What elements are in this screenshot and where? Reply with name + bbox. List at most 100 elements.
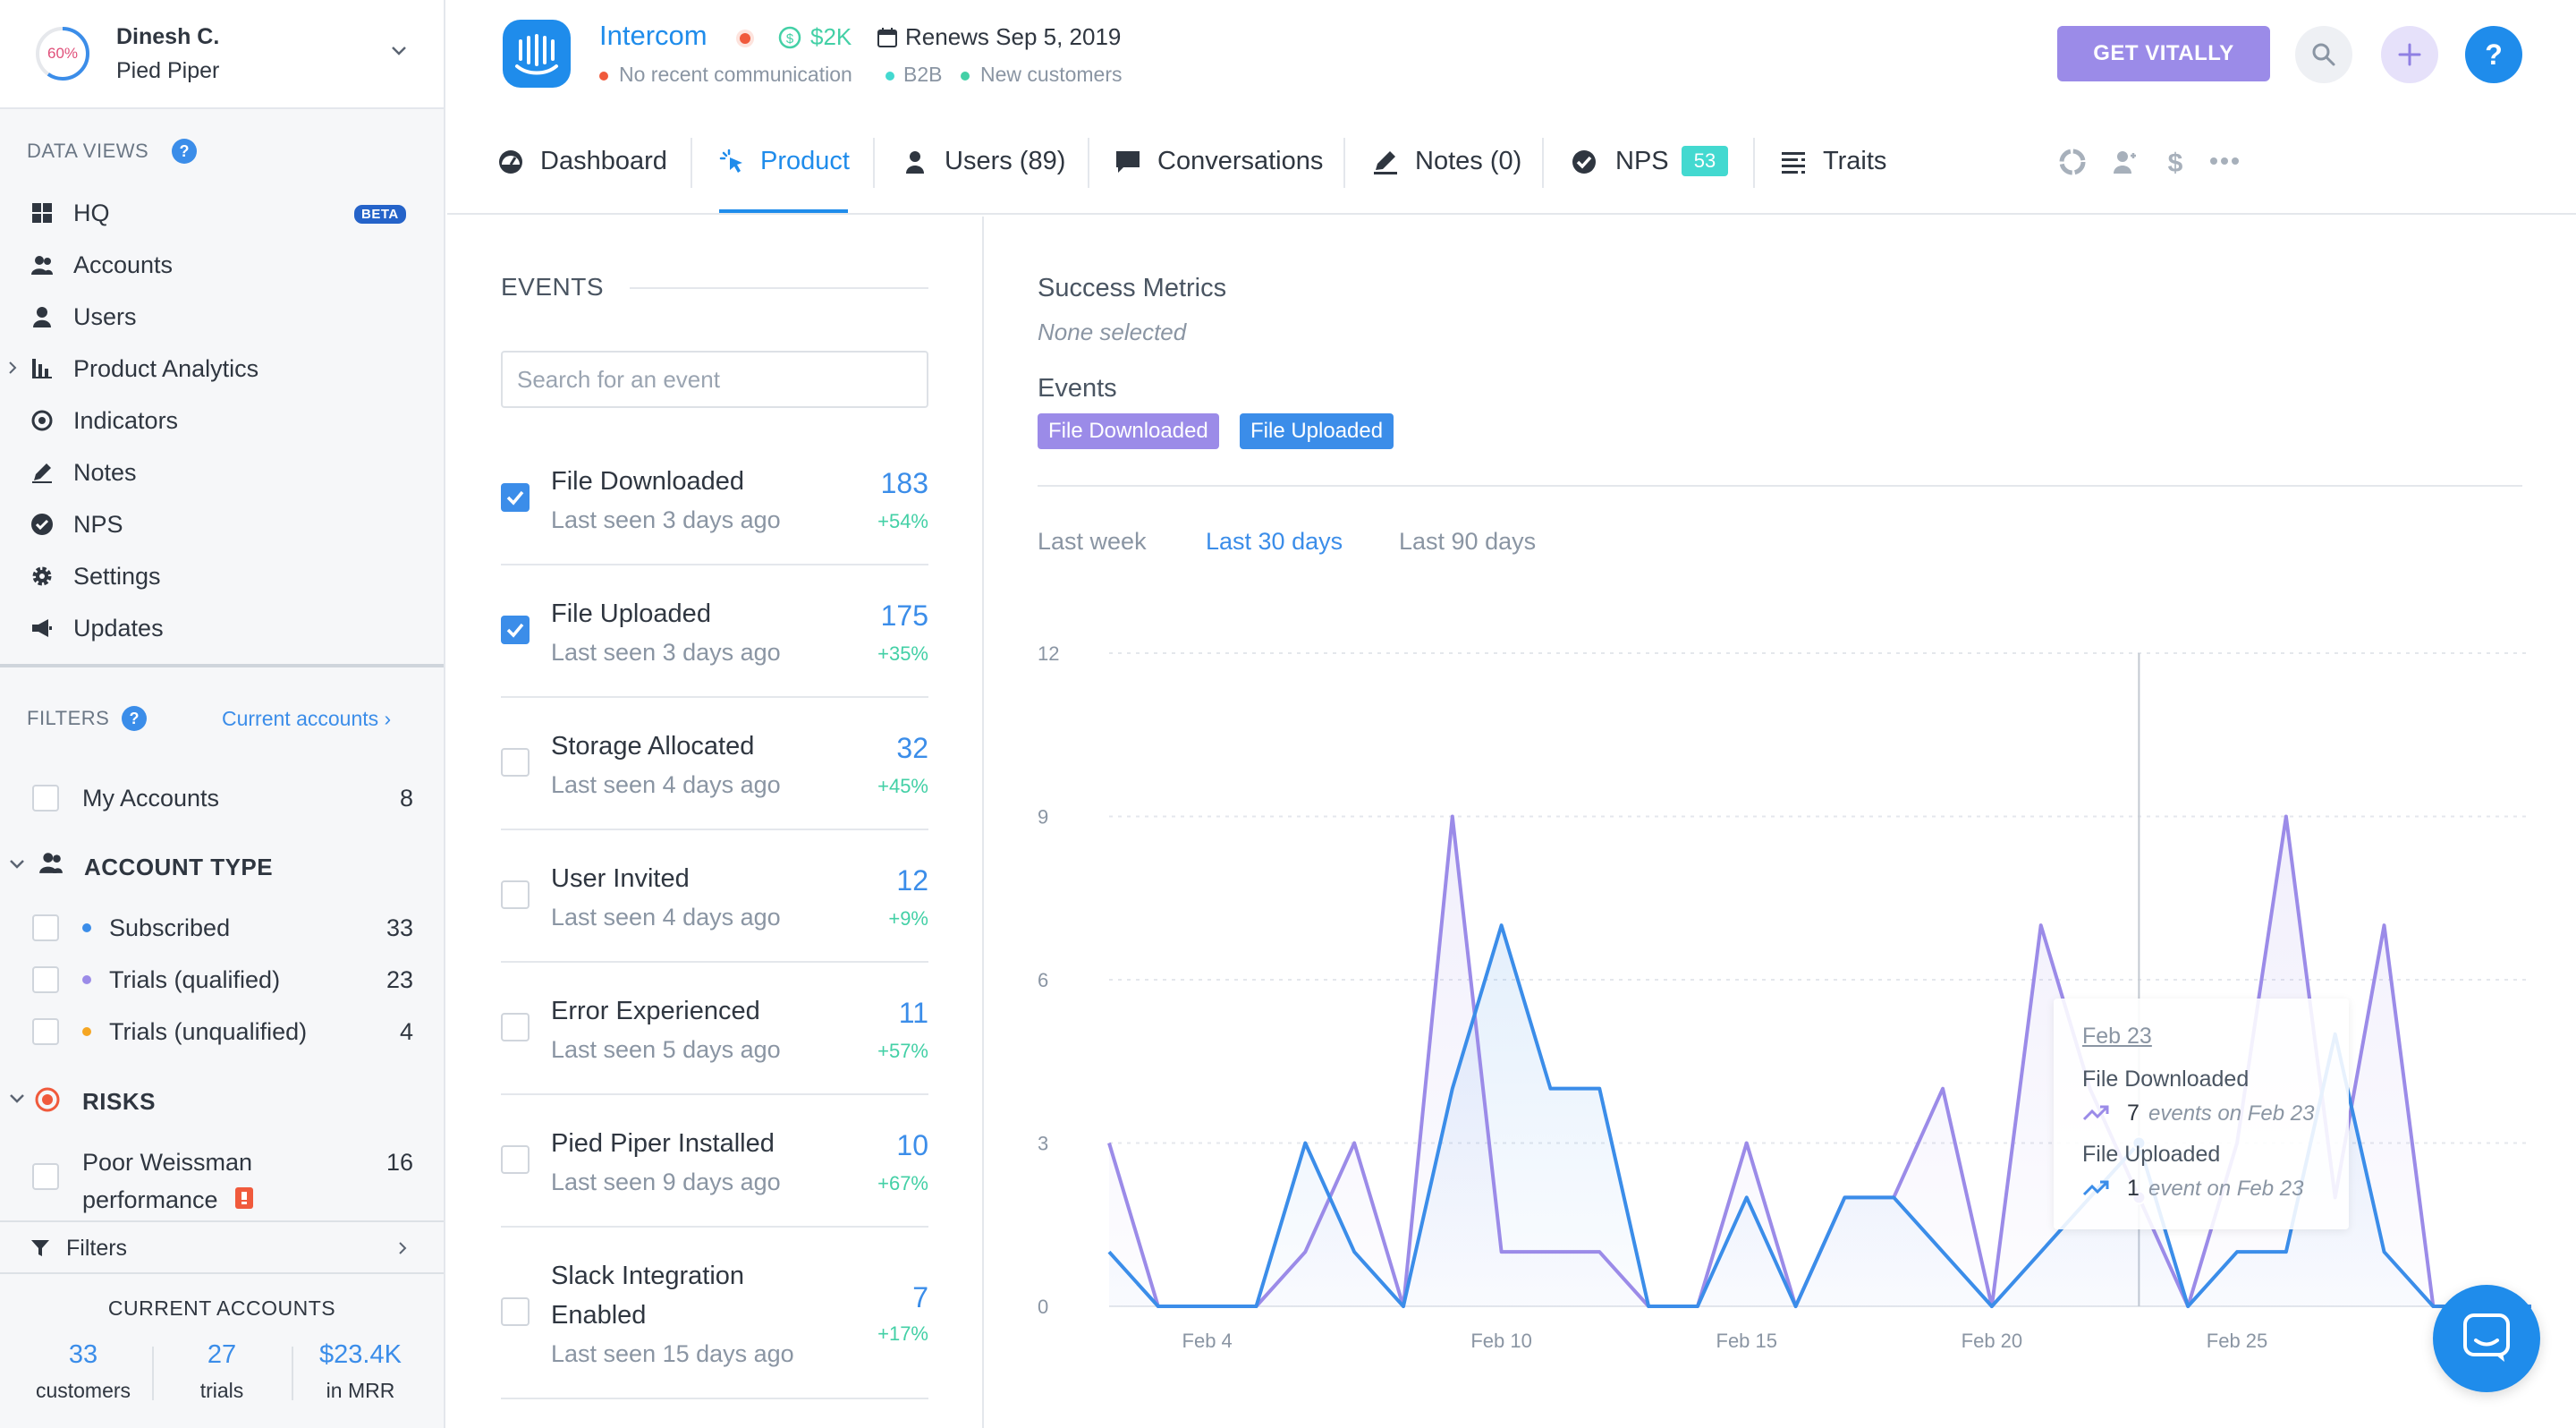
add-button[interactable]: [2381, 26, 2438, 83]
stat-trials-label: trials: [199, 1379, 244, 1402]
event-row-error-experienced[interactable]: Error Experienced Last seen 5 days ago 1…: [501, 963, 928, 1095]
tab-label: Product: [760, 147, 850, 175]
svg-text:$: $: [786, 31, 794, 47]
bar-chart-icon: [32, 359, 52, 378]
chat-launcher-button[interactable]: [2433, 1285, 2540, 1392]
nav-item-updates[interactable]: Updates: [0, 605, 444, 650]
current-accounts-link[interactable]: Current accounts ›: [222, 707, 391, 731]
poor-weissman-count: 16: [386, 1149, 413, 1176]
dollar-circle-icon: $: [778, 26, 801, 49]
events-title: EVENTS: [501, 273, 605, 301]
event-checkbox-checked[interactable]: [501, 483, 530, 512]
target-icon: [31, 410, 53, 431]
list-icon: [1782, 152, 1805, 174]
chevron-down-icon[interactable]: [9, 859, 25, 870]
filters-bar[interactable]: Filters: [0, 1220, 444, 1274]
user-plus-icon[interactable]: [2111, 149, 2138, 175]
tab-notes[interactable]: Notes (0): [1372, 109, 1533, 215]
nav-item-hq[interactable]: HQ BETA: [0, 190, 444, 234]
event-row-file-uploaded[interactable]: File Uploaded Last seen 3 days ago 175 +…: [501, 565, 928, 698]
range-last-week[interactable]: Last week: [1038, 528, 1147, 555]
new-customers-label[interactable]: New customers: [980, 63, 1123, 86]
subscribed-checkbox[interactable]: [32, 914, 59, 941]
event-checkbox[interactable]: [501, 1013, 530, 1041]
tab-separator: [1753, 138, 1755, 188]
b2b-label[interactable]: B2B: [903, 63, 943, 86]
range-last-30-days[interactable]: Last 30 days: [1206, 528, 1343, 555]
get-vitally-button[interactable]: GET VITALLY: [2057, 26, 2270, 81]
tab-bar: Dashboard Product Users (89) Conversatio…: [447, 109, 2576, 215]
trials-qualified-checkbox[interactable]: [32, 966, 59, 993]
nav-item-notes[interactable]: Notes: [0, 449, 444, 494]
tooltip-unit: events on Feb 23: [2148, 1101, 2315, 1126]
trials-qualified-count: 23: [386, 966, 413, 993]
trials-unqualified-label: Trials (unqualified): [109, 1018, 308, 1045]
event-row-user-invited[interactable]: User Invited Last seen 4 days ago 12 +9%: [501, 830, 928, 963]
event-search-input[interactable]: [515, 353, 918, 406]
nav-item-accounts[interactable]: Accounts: [0, 242, 444, 286]
filters-help-icon[interactable]: ?: [122, 706, 147, 731]
trials-unqualified-checkbox[interactable]: [32, 1018, 59, 1045]
sidebar: 60% Dinesh C. Pied Piper DATA VIEWS ? HQ…: [0, 0, 445, 1428]
x-tick-label: Feb 10: [1470, 1330, 1532, 1352]
check-badge-icon: [1572, 150, 1596, 174]
tab-dashboard[interactable]: Dashboard: [497, 109, 685, 215]
data-views-help-icon[interactable]: ?: [172, 139, 197, 164]
chevron-down-icon[interactable]: [390, 45, 408, 57]
event-search[interactable]: [501, 351, 928, 408]
event-checkbox[interactable]: [501, 1145, 530, 1174]
event-change: +9%: [888, 907, 928, 930]
company-name[interactable]: Intercom: [599, 20, 708, 51]
range-last-90-days[interactable]: Last 90 days: [1399, 528, 1537, 555]
event-checkbox[interactable]: [501, 748, 530, 777]
event-row-slack-integration-enabled[interactable]: Slack Integration Enabled Last seen 15 d…: [501, 1228, 928, 1399]
y-tick-label: 6: [1038, 969, 1048, 991]
help-button[interactable]: ?: [2465, 26, 2522, 83]
checkmark-icon: [506, 623, 524, 638]
dollar-icon[interactable]: $: [2165, 149, 2186, 175]
event-row-storage-allocated[interactable]: Storage Allocated Last seen 4 days ago 3…: [501, 698, 928, 830]
event-tag-file-uploaded[interactable]: File Uploaded: [1240, 413, 1394, 449]
nav-item-nps[interactable]: NPS: [0, 501, 444, 546]
event-checkbox[interactable]: [501, 1297, 530, 1326]
tab-nps[interactable]: NPS: [1571, 109, 1723, 215]
tab-separator: [873, 138, 875, 188]
tab-traits[interactable]: Traits: [1780, 109, 1914, 215]
poor-weissman-checkbox[interactable]: [32, 1163, 59, 1190]
nav-item-settings[interactable]: Settings: [0, 553, 444, 598]
plus-icon: [2398, 43, 2421, 66]
nav-item-users[interactable]: Users: [0, 293, 444, 338]
tab-product[interactable]: Product: [719, 109, 853, 215]
event-checkbox[interactable]: [501, 880, 530, 909]
nav-item-product-analytics[interactable]: Product Analytics: [0, 345, 444, 390]
event-row-file-downloaded[interactable]: File Downloaded Last seen 3 days ago 183…: [501, 433, 928, 565]
tab-conversations[interactable]: Conversations: [1114, 109, 1338, 215]
x-tick-label: Feb 4: [1182, 1330, 1233, 1352]
tooltip-date: Feb 23: [2082, 1024, 2152, 1049]
poor-weissman-label-line1: Poor Weissman: [82, 1149, 253, 1176]
search-button[interactable]: [2295, 26, 2352, 83]
user-icon: [33, 307, 51, 327]
event-tag-file-downloaded[interactable]: File Downloaded: [1038, 413, 1219, 449]
no-communication-label: No recent communication: [619, 63, 852, 86]
event-row-pied-piper-installed[interactable]: Pied Piper Installed Last seen 9 days ag…: [501, 1095, 928, 1228]
tab-label: Conversations: [1157, 147, 1324, 175]
status-dot-icon: [736, 30, 754, 47]
tooltip-series-name: File Uploaded: [2082, 1142, 2221, 1167]
trend-up-icon: [2082, 1105, 2109, 1121]
accounts-icon: [31, 256, 53, 275]
account-switcher[interactable]: 60% Dinesh C. Pied Piper: [0, 0, 444, 109]
chevron-right-icon[interactable]: [7, 360, 18, 376]
health-ring: [36, 27, 89, 81]
nav-label: NPS: [73, 511, 123, 538]
pie-chart-icon[interactable]: [2059, 149, 2086, 175]
tab-users[interactable]: Users (89): [902, 109, 1080, 215]
more-options-icon[interactable]: [2209, 156, 2240, 166]
my-accounts-checkbox[interactable]: [32, 785, 59, 812]
nav-item-indicators[interactable]: Indicators: [0, 397, 444, 442]
event-checkbox-checked[interactable]: [501, 616, 530, 644]
nav-label: Accounts: [73, 251, 174, 278]
chevron-down-icon[interactable]: [9, 1093, 25, 1104]
health-percent: 60%: [47, 45, 79, 62]
